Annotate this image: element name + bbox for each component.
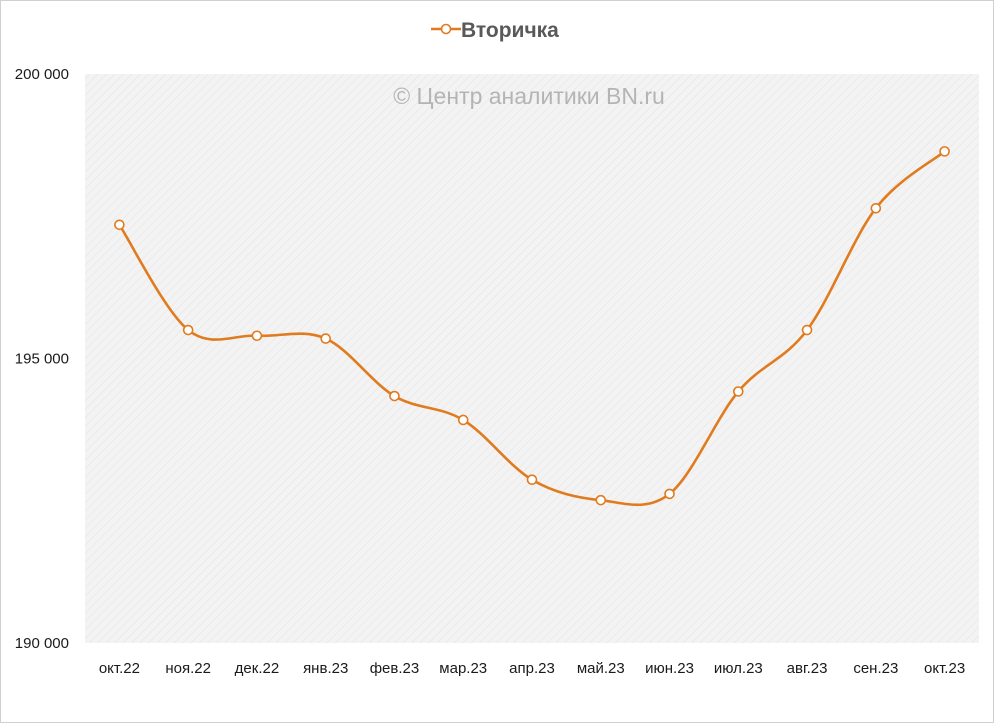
data-point: [801, 324, 813, 336]
y-axis: 190 000 195 000 200 000: [15, 66, 69, 652]
data-point: [389, 390, 400, 402]
plot-area: [85, 74, 979, 643]
x-tick-label: июл.23: [714, 660, 763, 677]
data-point: [664, 488, 675, 500]
x-tick-label: мар.23: [439, 660, 487, 677]
x-tick-label: фев.23: [370, 660, 420, 677]
legend: Вторичка: [431, 19, 559, 42]
data-point: [870, 202, 882, 214]
y-tick-label: 200 000: [15, 66, 69, 83]
data-point: [526, 474, 538, 485]
series-layer: [114, 146, 950, 507]
data-point: [939, 146, 950, 157]
x-tick-label: ноя.22: [165, 660, 211, 677]
x-tick-label: сен.23: [853, 660, 898, 677]
x-tick-label: июн.23: [645, 660, 694, 677]
legend-label: Вторичка: [461, 19, 559, 42]
x-tick-label: окт.23: [924, 660, 965, 677]
x-tick-label: янв.23: [303, 660, 348, 677]
y-tick-label: 195 000: [15, 351, 69, 368]
data-point: [320, 333, 331, 344]
x-tick-label: апр.23: [509, 660, 555, 677]
x-tick-label: окт.22: [99, 660, 140, 677]
x-tick-label: авг.23: [787, 660, 828, 677]
legend-marker-swatch: [440, 23, 452, 35]
data-point: [595, 494, 607, 506]
data-point: [251, 330, 263, 342]
x-tick-label: дек.22: [235, 660, 280, 677]
data-point: [733, 386, 744, 397]
x-axis: окт.22 ноя.22 дек.22 янв.23 фев.23 мар.23 апр.…: [99, 660, 965, 677]
data-point: [182, 324, 194, 336]
data-point: [114, 219, 125, 231]
x-tick-label: май.23: [577, 660, 625, 677]
watermark-text: © Центр аналитики BN.ru: [393, 83, 665, 109]
y-tick-label: 190 000: [15, 635, 69, 652]
data-point: [457, 414, 469, 426]
